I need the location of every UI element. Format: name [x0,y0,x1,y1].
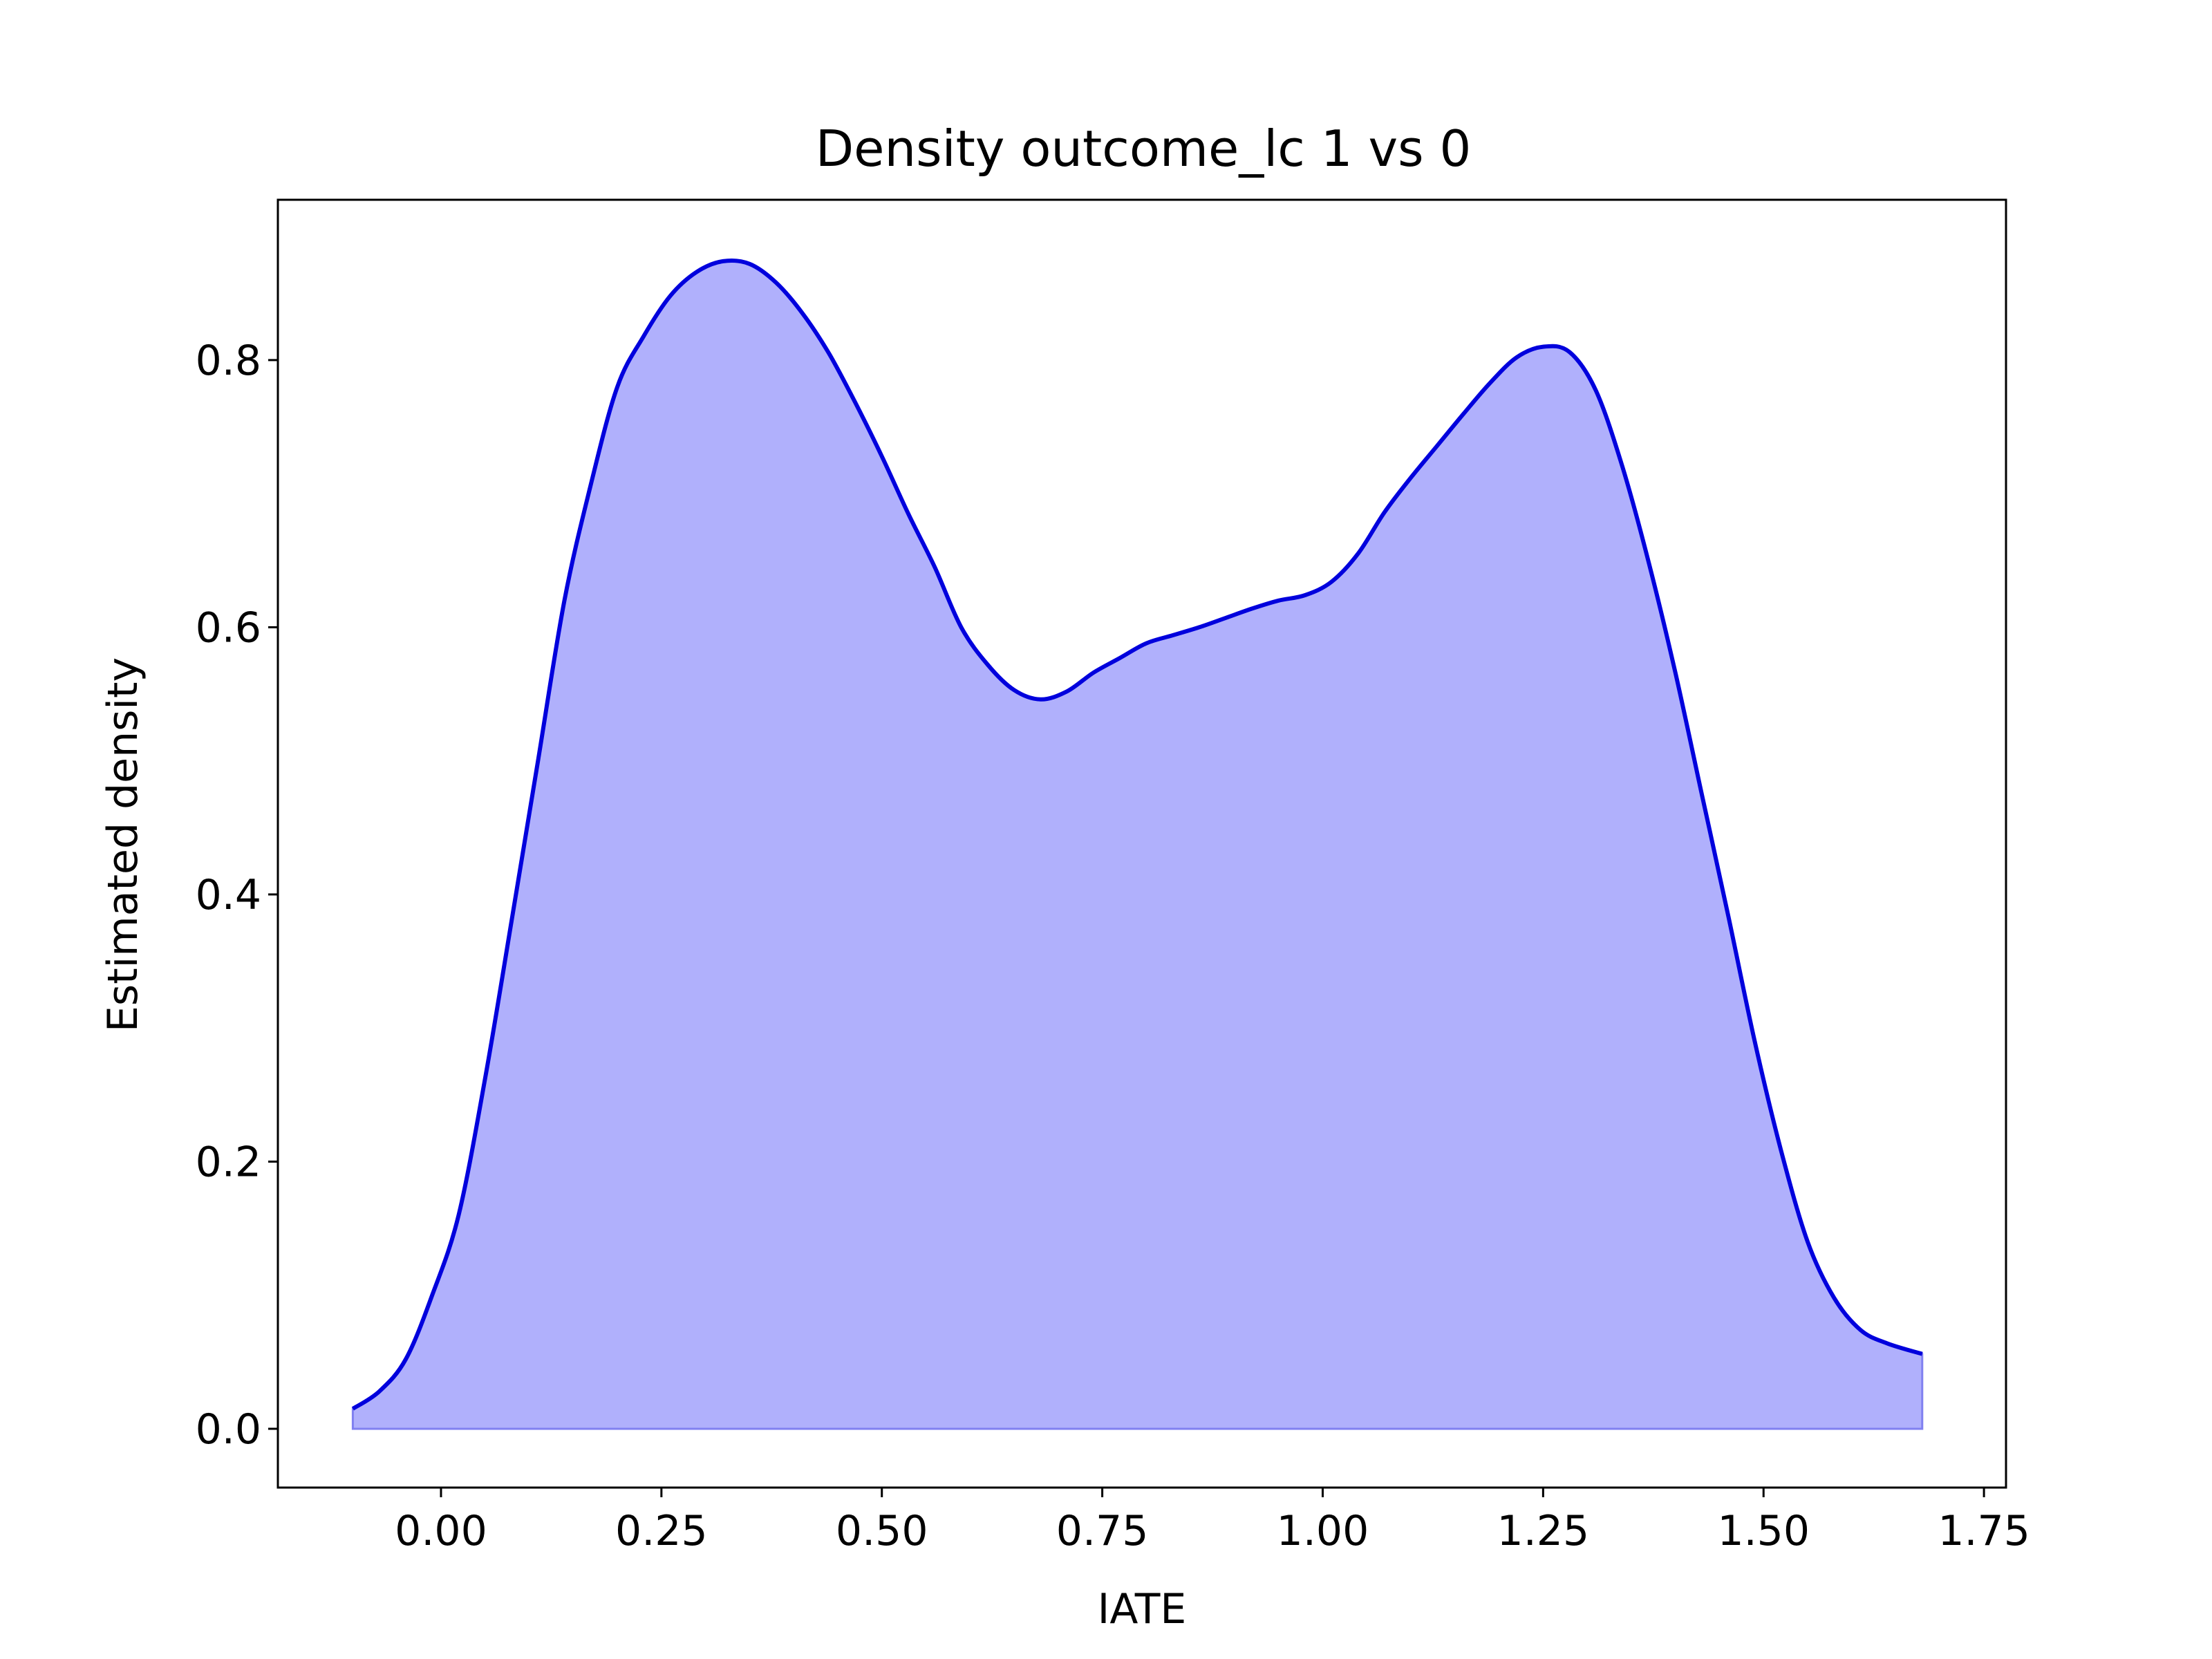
x-tick-label: 0.50 [836,1507,928,1555]
y-tick-label: 0.4 [196,871,261,919]
x-axis: 0.00 0.25 0.50 0.75 1.00 1.25 1.50 1.75 [395,1488,2030,1555]
x-tick-label: 0.25 [615,1507,708,1555]
y-tick-label: 0.8 [196,337,261,385]
y-tick-label: 0.6 [196,603,261,652]
y-tick-label: 0.0 [196,1405,261,1454]
x-axis-label: IATE [1098,1585,1187,1633]
y-tick-label: 0.2 [196,1138,261,1186]
plot-area [351,258,1924,1430]
x-tick-label: 1.50 [1717,1507,1810,1555]
y-axis-label: Estimated density [99,657,147,1032]
density-line [351,258,1923,1411]
x-tick-label: 0.75 [1056,1507,1149,1555]
plot-frame [276,198,2007,1489]
chart-title: Density outcome_lc 1 vs 0 [816,120,1472,178]
density-area-fill [351,259,1924,1430]
x-tick-label: 0.00 [395,1507,487,1555]
y-axis: 0.0 0.2 0.4 0.6 0.8 [196,337,278,1454]
x-tick-label: 1.75 [1938,1507,2030,1555]
x-tick-label: 1.25 [1497,1507,1590,1555]
x-tick-label: 1.00 [1277,1507,1369,1555]
